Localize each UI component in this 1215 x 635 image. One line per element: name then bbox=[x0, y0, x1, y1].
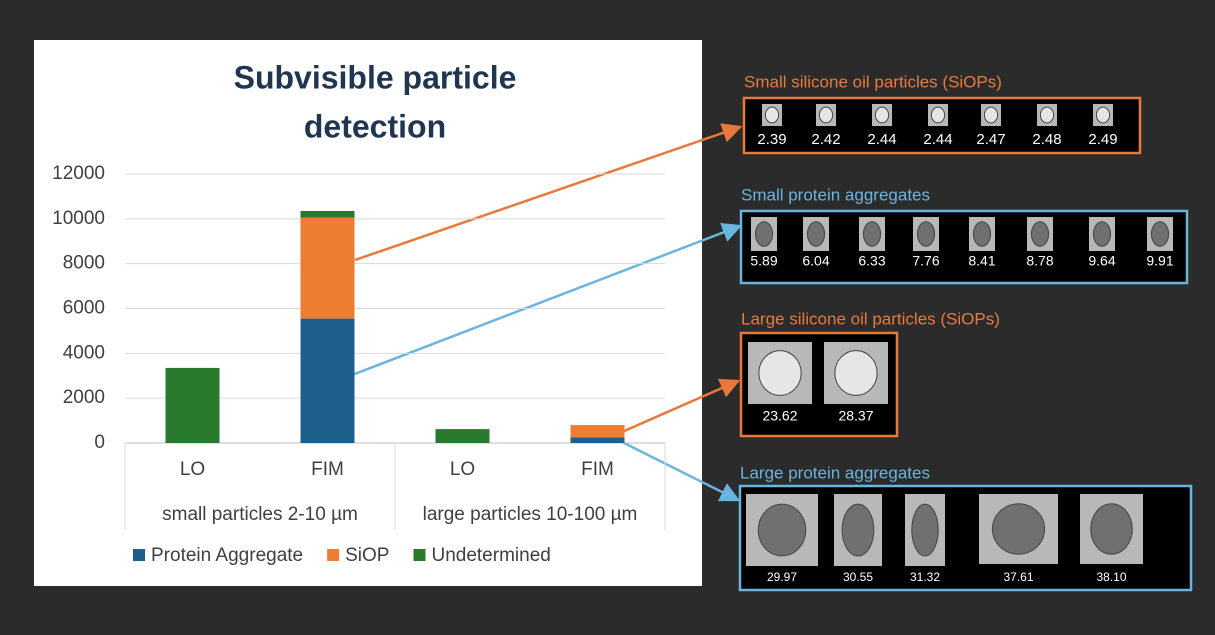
particle-size: 2.42 bbox=[811, 131, 840, 148]
particle-size: 8.78 bbox=[1026, 253, 1053, 269]
particle-size: 29.97 bbox=[767, 570, 797, 584]
bar-segment bbox=[300, 210, 355, 218]
particle bbox=[916, 221, 936, 247]
bar-segment bbox=[570, 425, 625, 438]
bar-segment bbox=[435, 429, 490, 443]
arrow bbox=[621, 378, 741, 434]
particle-size: 2.44 bbox=[867, 131, 896, 148]
particle-size: 2.47 bbox=[976, 131, 1005, 148]
bar-segment bbox=[165, 367, 220, 443]
particle bbox=[1090, 503, 1133, 555]
particle bbox=[806, 221, 826, 247]
panel: Large protein aggregates 29.97 30.55 31.32 3… bbox=[738, 463, 1193, 592]
particle-size: 9.64 bbox=[1088, 253, 1115, 269]
panel-title: Large protein aggregates bbox=[740, 463, 930, 482]
particle bbox=[972, 221, 992, 247]
particle-size: 5.89 bbox=[750, 253, 777, 269]
bar-segment bbox=[570, 437, 625, 443]
y-tick-label: 12000 bbox=[52, 163, 105, 184]
x-tick-label: LO bbox=[450, 459, 475, 480]
y-tick-label: 2000 bbox=[63, 387, 105, 408]
particle bbox=[1150, 221, 1170, 247]
x-tick-label: FIM bbox=[311, 459, 344, 480]
panel: Small protein aggregates 5.89 6.04 6.33 7.76… bbox=[739, 185, 1189, 285]
particle-size: 2.49 bbox=[1088, 131, 1117, 148]
arrow bbox=[619, 439, 741, 502]
arrows bbox=[351, 123, 743, 502]
particle-size: 2.48 bbox=[1032, 131, 1061, 148]
arrow bbox=[351, 222, 743, 377]
legend-label: SiOP bbox=[345, 545, 389, 566]
particle bbox=[1039, 106, 1055, 124]
group-label: small particles 2-10 µm bbox=[162, 504, 358, 525]
y-tick-label: 0 bbox=[94, 432, 105, 453]
particle-size: 6.33 bbox=[858, 253, 885, 269]
bar-segment bbox=[300, 318, 355, 443]
particle bbox=[930, 106, 946, 124]
chart-title: detection bbox=[304, 108, 446, 144]
chart-title: Subvisible particle bbox=[234, 59, 517, 95]
particle bbox=[1092, 221, 1112, 247]
particle-size: 23.62 bbox=[762, 408, 797, 424]
x-tick-label: LO bbox=[180, 459, 205, 480]
particle bbox=[911, 503, 939, 557]
particle-size: 37.61 bbox=[1003, 570, 1033, 584]
particle bbox=[758, 350, 802, 396]
y-tick-label: 10000 bbox=[52, 208, 105, 229]
chart-area bbox=[34, 40, 702, 586]
particle-size: 7.76 bbox=[912, 253, 939, 269]
legend-swatch bbox=[413, 549, 426, 561]
particle bbox=[874, 106, 890, 124]
y-tick-label: 8000 bbox=[63, 253, 105, 274]
particle-size: 2.39 bbox=[757, 131, 786, 148]
panel: Large silicone oil particles (SiOPs) 23.6… bbox=[739, 309, 1000, 438]
x-tick-label: FIM bbox=[581, 459, 614, 480]
legend-swatch bbox=[133, 549, 145, 561]
legend-swatch bbox=[327, 549, 340, 561]
legend-label: Protein Aggregate bbox=[151, 545, 303, 566]
bar-segment bbox=[300, 217, 355, 319]
particle bbox=[818, 106, 834, 124]
particle-size: 6.04 bbox=[802, 253, 829, 269]
particle-size: 31.32 bbox=[910, 570, 940, 584]
particle bbox=[1095, 106, 1111, 124]
particle bbox=[834, 350, 878, 396]
particle bbox=[757, 503, 807, 557]
particle-size: 30.55 bbox=[843, 570, 873, 584]
y-tick-label: 4000 bbox=[63, 342, 105, 363]
arrow bbox=[354, 123, 743, 262]
particle-size: 9.91 bbox=[1146, 253, 1173, 269]
legend-label: Undetermined bbox=[431, 545, 550, 566]
particle-size: 38.10 bbox=[1096, 570, 1126, 584]
particle bbox=[754, 221, 774, 247]
panel-title: Small protein aggregates bbox=[741, 185, 930, 204]
particle bbox=[841, 503, 875, 557]
particle bbox=[1030, 221, 1050, 247]
panel-title: Large silicone oil particles (SiOPs) bbox=[741, 309, 1000, 328]
y-tick-label: 6000 bbox=[63, 298, 105, 319]
particle bbox=[983, 106, 999, 124]
group-label: large particles 10-100 µm bbox=[423, 504, 638, 525]
particle bbox=[862, 221, 882, 247]
particle-size: 2.44 bbox=[923, 131, 952, 148]
particle bbox=[764, 106, 780, 124]
panel: Small silicone oil particles (SiOPs) 2.39… bbox=[742, 72, 1142, 155]
particle-size: 28.37 bbox=[838, 408, 873, 424]
particle bbox=[991, 503, 1046, 555]
particle-size: 8.41 bbox=[968, 253, 995, 269]
panel-title: Small silicone oil particles (SiOPs) bbox=[744, 72, 1002, 91]
